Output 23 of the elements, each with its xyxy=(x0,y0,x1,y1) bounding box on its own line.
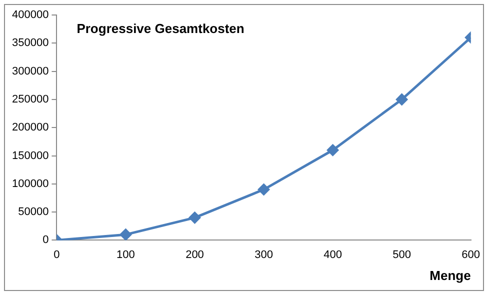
point xyxy=(188,212,200,224)
y-tick-label: 250000 xyxy=(12,93,49,106)
point xyxy=(327,144,339,156)
x-axis-title: Menge xyxy=(430,268,471,283)
x-tick-label: 300 xyxy=(254,248,273,261)
x-tick-label: 600 xyxy=(462,248,480,261)
y-tick-label: 400000 xyxy=(12,9,49,22)
x-tick-label: 100 xyxy=(116,248,135,261)
y-tick-label: 300000 xyxy=(12,65,49,78)
y-tick-label: 150000 xyxy=(12,150,49,162)
text: Progressive Gesamtkosten xyxy=(76,21,244,36)
y-tick-label: 0 xyxy=(42,234,49,246)
y-tick-label: 200000 xyxy=(12,122,49,134)
x-tick-label: 400 xyxy=(324,248,342,261)
point xyxy=(258,184,270,196)
x-tick-label: 0 xyxy=(54,248,60,261)
y-tick-label: 350000 xyxy=(12,37,49,50)
y-tick-label: 50000 xyxy=(18,206,49,218)
point xyxy=(396,94,408,106)
x-tick-label: 500 xyxy=(392,248,411,261)
point xyxy=(120,228,132,240)
x-tick-label: 200 xyxy=(186,248,204,261)
y-tick-label: 100000 xyxy=(12,178,49,190)
